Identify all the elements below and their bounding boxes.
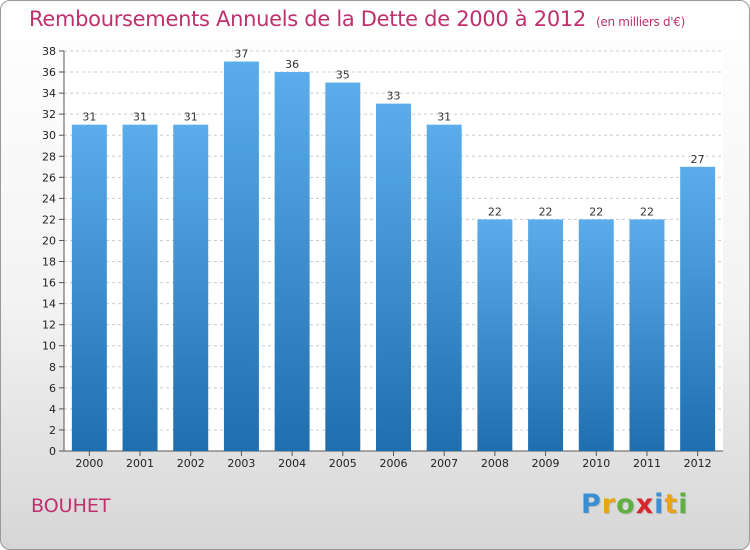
bar-value-label: 22	[589, 205, 603, 218]
bar	[680, 166, 716, 451]
x-tick-label: 2006	[380, 457, 408, 470]
y-tick-label: 8	[49, 361, 56, 374]
x-tick-label: 2008	[481, 457, 509, 470]
bar	[629, 219, 665, 451]
y-tick-label: 38	[42, 45, 56, 58]
chart-title: Remboursements Annuels de la Dette de 20…	[29, 7, 685, 31]
x-tick-label: 2000	[75, 457, 103, 470]
y-tick-label: 36	[42, 66, 56, 79]
x-tick-label: 2007	[430, 457, 458, 470]
bar	[477, 219, 513, 451]
bar-value-label: 31	[184, 111, 198, 124]
bar-value-label: 22	[539, 205, 553, 218]
bar	[325, 82, 361, 451]
bar	[528, 219, 564, 451]
y-tick-label: 32	[42, 108, 56, 121]
x-tick-label: 2003	[227, 457, 255, 470]
proxiti-logo-letter: x	[635, 489, 655, 520]
y-tick-label: 34	[42, 87, 56, 100]
proxiti-logo-letter: r	[601, 489, 617, 520]
bar	[173, 124, 209, 452]
y-tick-label: 4	[49, 403, 56, 416]
bar-value-label: 36	[285, 58, 299, 71]
y-tick-label: 30	[42, 129, 56, 142]
y-tick-label: 24	[42, 192, 56, 205]
commune-name: BOUHET	[31, 495, 111, 517]
bar	[578, 219, 614, 451]
y-tick-label: 0	[49, 445, 56, 458]
bar	[426, 124, 462, 452]
y-tick-label: 10	[42, 340, 56, 353]
bar-value-label: 31	[82, 111, 96, 124]
x-tick-label: 2010	[582, 457, 610, 470]
bar-value-label: 31	[133, 111, 147, 124]
x-tick-label: 2002	[177, 457, 205, 470]
bar-value-label: 31	[437, 111, 451, 124]
bar	[122, 124, 158, 452]
y-tick-label: 26	[42, 171, 56, 184]
bar-value-label: 22	[488, 205, 502, 218]
proxiti-logo-letter: i	[678, 489, 689, 520]
chart-subtitle: (en milliers d'€)	[596, 15, 686, 29]
proxiti-logo-letter: t	[664, 489, 679, 520]
proxiti-logo-letter: i	[654, 489, 665, 520]
bar	[274, 72, 310, 451]
bar	[223, 61, 259, 452]
y-tick-label: 22	[42, 213, 56, 226]
y-tick-label: 12	[42, 319, 56, 332]
bar	[376, 103, 411, 451]
chart-title-text: Remboursements Annuels de la Dette de 20…	[29, 7, 586, 31]
x-tick-label: 2001	[126, 457, 154, 470]
bar-value-label: 33	[387, 90, 401, 103]
x-tick-label: 2011	[633, 457, 661, 470]
y-tick-label: 20	[42, 234, 56, 247]
bar-value-label: 27	[691, 153, 705, 166]
y-tick-label: 2	[49, 424, 56, 437]
y-tick-label: 16	[42, 277, 56, 290]
y-tick-label: 14	[42, 298, 56, 311]
x-tick-label: 2004	[278, 457, 306, 470]
bar-value-label: 37	[234, 48, 248, 61]
x-tick-label: 2009	[532, 457, 560, 470]
x-tick-label: 2012	[684, 457, 712, 470]
bar-value-label: 35	[336, 69, 350, 82]
proxiti-logo-letter: P	[581, 489, 602, 520]
bar-value-label: 22	[640, 205, 654, 218]
y-tick-label: 28	[42, 150, 56, 163]
proxiti-logo-letter: o	[616, 489, 636, 520]
proxiti-logo: Proxiti	[581, 489, 689, 520]
y-tick-label: 6	[49, 382, 56, 395]
y-tick-label: 18	[42, 256, 56, 269]
bar	[71, 124, 107, 452]
x-tick-label: 2005	[329, 457, 357, 470]
